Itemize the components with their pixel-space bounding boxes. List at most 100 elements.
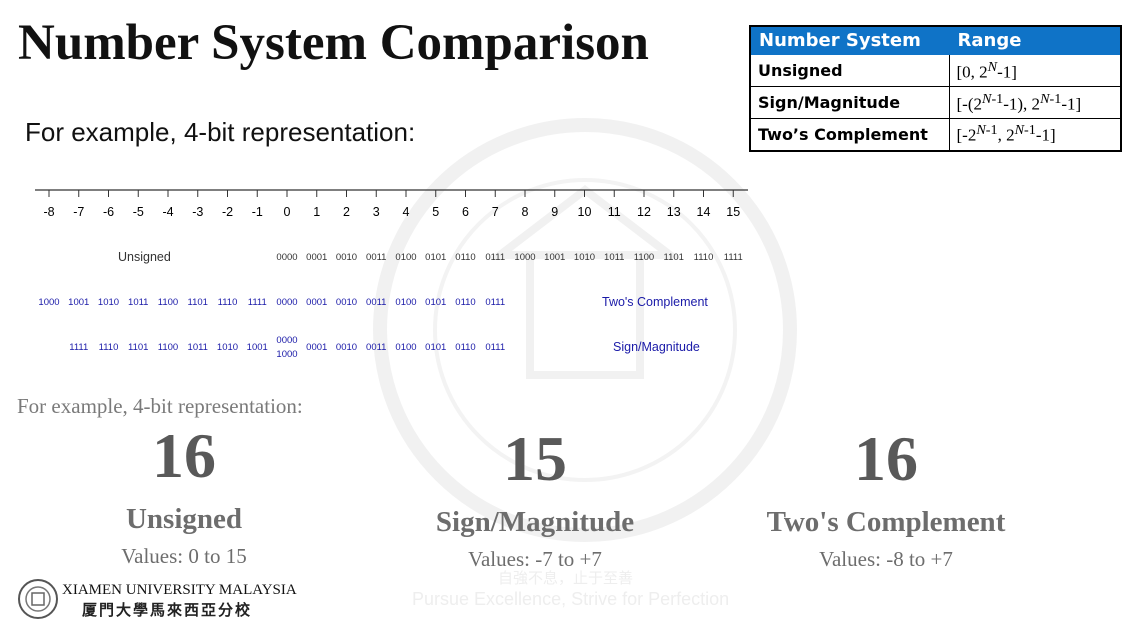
example-caption: For example, 4-bit representation: [25, 117, 416, 147]
range-table: Number System Range Unsigned [0, 2N-1] S… [749, 25, 1122, 152]
sign-magnitude-code: 1011 [187, 342, 208, 353]
footer-school-name: XIAMEN UNIVERSITY MALAYSIA [62, 582, 297, 598]
unsigned-code: 1010 [573, 252, 596, 263]
unsigned-count: 16 [152, 420, 216, 491]
sign-magnitude-title: Sign/Magnitude [435, 506, 635, 538]
row-range: [-2N-1, 2N-1-1] [948, 118, 1122, 151]
unsigned-code: 0000 [276, 252, 298, 263]
unsigned-code: 1011 [604, 252, 625, 263]
university-logo-icon [18, 579, 58, 619]
unsigned-code: 1001 [544, 252, 566, 263]
twos-complement-code: 1011 [128, 297, 149, 308]
tick-label: -5 [132, 205, 144, 219]
table-row: Unsigned [0, 2N-1] [749, 54, 1122, 87]
unsigned-code: 0110 [455, 252, 476, 263]
tick-label: 7 [491, 205, 499, 219]
sign-magnitude-code: 1110 [98, 342, 119, 353]
number-line-diagram: -8 -7 -6 -5 -4 -3 -2 -1 0 1 2 3 4 5 6 7 8 9 10 11 12 13 14 15 0… [0, 180, 760, 380]
header-number-system: Number System [749, 25, 950, 55]
tick-label: 0 [283, 205, 291, 219]
unsigned-values: Values: 0 to 15 [121, 544, 247, 568]
twos-complement-values: Values: -8 to +7 [819, 547, 953, 571]
tick-label: -4 [162, 205, 174, 219]
footer-motto-en: Pursue Excellence, Strive for Perfection [412, 589, 730, 609]
tick-label: 3 [372, 205, 380, 219]
table-row: Sign/Magnitude [-(2N-1-1), 2N-1-1] [749, 86, 1122, 119]
tick-label: 10 [577, 205, 592, 219]
sign-magnitude-code: 0111 [485, 342, 506, 353]
tick-label: 14 [696, 205, 711, 219]
twos-complement-title: Two's Complement [766, 506, 1006, 538]
tick-label: 5 [432, 205, 440, 219]
tick-label: -3 [192, 205, 204, 219]
table-row: Two’s Complement [-2N-1, 2N-1-1] [749, 118, 1122, 151]
twos-complement-code: 1001 [68, 297, 90, 308]
sign-magnitude-code: 1100 [157, 342, 179, 353]
tick-label: 6 [462, 205, 469, 219]
twos-complement-code: 1010 [97, 297, 120, 308]
tick-label: -1 [251, 205, 263, 219]
tick-label: -6 [102, 205, 115, 219]
twos-complement-code: 1110 [217, 297, 238, 308]
row-name: Sign/Magnitude [749, 86, 950, 119]
number-line-axis [35, 189, 748, 197]
twos-complement-code: 0101 [425, 297, 447, 308]
unsigned-code: 1101 [663, 252, 684, 263]
twos-complement-code: 0000 [276, 297, 298, 308]
unsigned-code: 0010 [335, 252, 358, 263]
twos-complement-code: 1100 [157, 297, 179, 308]
footer-motto-cn: 自強不息，止于至善 [498, 570, 634, 587]
sign-magnitude-negative-zero-code: 1000 [276, 349, 298, 360]
sign-magnitude-code: 0100 [395, 342, 417, 353]
page-title: Number System Comparison [18, 15, 649, 71]
unsigned-code: 1110 [693, 252, 714, 263]
unsigned-code: 1111 [723, 252, 743, 263]
row-range: [0, 2N-1] [948, 54, 1122, 87]
unsigned-code: 0100 [395, 252, 417, 263]
unsigned-code: 0001 [306, 252, 328, 263]
twos-complement-code: 0111 [485, 297, 506, 308]
tick-label: 13 [666, 205, 681, 219]
twos-complement-count: 16 [854, 423, 918, 494]
footer-school-name-cn: 厦門大學馬來西亞分校 [82, 602, 253, 619]
row-range: [-(2N-1-1), 2N-1-1] [948, 86, 1122, 119]
twos-complement-code: 1000 [38, 297, 60, 308]
tick-label: -7 [73, 205, 85, 219]
twos-complement-code: 0001 [306, 297, 328, 308]
tick-label: 1 [313, 205, 321, 219]
sign-magnitude-values: Values: -7 to +7 [468, 547, 602, 571]
sign-magnitude-count: 15 [503, 423, 567, 494]
range-table-header: Number System Range [749, 25, 1122, 55]
twos-complement-code: 1111 [247, 297, 267, 308]
sign-magnitude-code: 0001 [306, 342, 328, 353]
sign-magnitude-code: 1010 [216, 342, 239, 353]
sign-magnitude-code: 1101 [128, 342, 149, 353]
unsigned-code: 0101 [425, 252, 447, 263]
tick-label: 11 [607, 205, 621, 219]
tick-label: 8 [521, 205, 529, 219]
example-caption-serif: For example, 4-bit representation: [17, 394, 303, 418]
unsigned-code: 0011 [366, 252, 387, 263]
sign-magnitude-row-label: Sign/Magnitude [613, 340, 700, 354]
twos-complement-code: 0100 [395, 297, 417, 308]
sign-magnitude-code: 0110 [455, 342, 476, 353]
sign-magnitude-code: 0011 [366, 342, 387, 353]
twos-complement-code: 1101 [187, 297, 208, 308]
unsigned-code: 1000 [514, 252, 536, 263]
sign-magnitude-code: 0010 [335, 342, 358, 353]
tick-label: 9 [551, 205, 559, 219]
twos-complement-code: 0110 [455, 297, 476, 308]
sign-magnitude-code: 1111 [69, 342, 89, 353]
sign-magnitude-code: 0101 [425, 342, 447, 353]
sign-magnitude-code: 0000 [276, 335, 298, 346]
tick-label: -2 [221, 205, 234, 219]
university-seal-watermark [373, 118, 797, 542]
row-name: Unsigned [749, 54, 950, 87]
header-range: Range [948, 25, 1122, 55]
twos-complement-row-label: Two's Complement [602, 295, 708, 309]
sign-magnitude-code: 1001 [246, 342, 268, 353]
tick-label: 2 [343, 205, 350, 219]
tick-label: -8 [43, 205, 55, 219]
unsigned-row-label: Unsigned [118, 250, 171, 264]
twos-complement-code: 0010 [335, 297, 358, 308]
